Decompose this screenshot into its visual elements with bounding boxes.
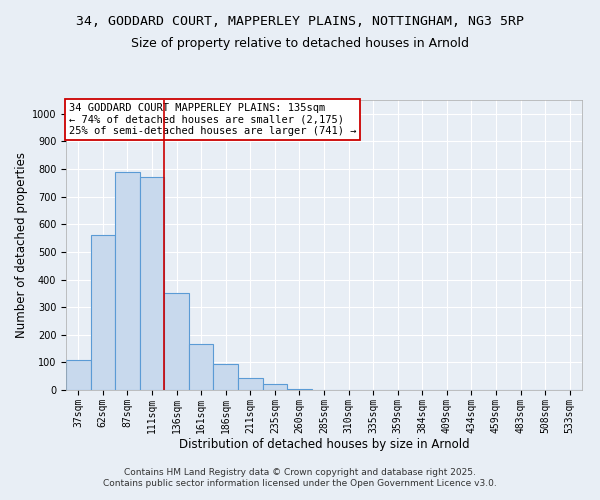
Bar (238, 378, 263, 390)
Bar (66, 360, 91, 390)
Text: Size of property relative to detached houses in Arnold: Size of property relative to detached ho… (131, 38, 469, 51)
Bar (164, 294, 189, 390)
Bar (263, 384, 287, 390)
Bar (287, 388, 312, 390)
Text: 34, GODDARD COURT, MAPPERLEY PLAINS, NOTTINGHAM, NG3 5RP: 34, GODDARD COURT, MAPPERLEY PLAINS, NOT… (76, 15, 524, 28)
Bar (115, 172, 140, 390)
Bar (91, 236, 115, 390)
Y-axis label: Number of detached properties: Number of detached properties (14, 152, 28, 338)
Bar (140, 178, 164, 390)
X-axis label: Distribution of detached houses by size in Arnold: Distribution of detached houses by size … (179, 438, 469, 452)
Text: 34 GODDARD COURT MAPPERLEY PLAINS: 135sqm
← 74% of detached houses are smaller (: 34 GODDARD COURT MAPPERLEY PLAINS: 135sq… (68, 103, 356, 136)
Bar (189, 344, 214, 390)
Text: Contains HM Land Registry data © Crown copyright and database right 2025.
Contai: Contains HM Land Registry data © Crown c… (103, 468, 497, 487)
Bar (214, 364, 238, 390)
